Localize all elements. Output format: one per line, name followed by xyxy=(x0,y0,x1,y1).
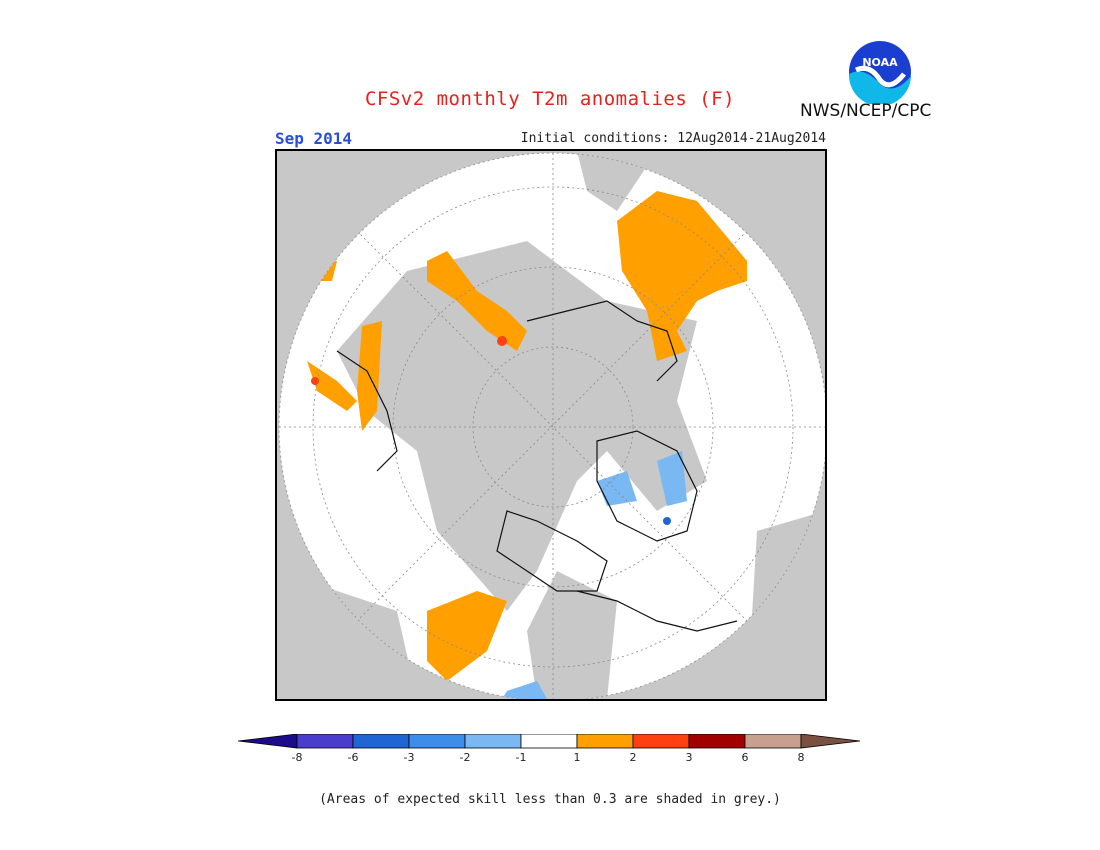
legend-box xyxy=(576,733,634,749)
legend-box xyxy=(464,733,522,749)
legend-tick-label: -3 xyxy=(403,751,415,764)
coast-scandinavia xyxy=(336,350,398,472)
grey-area-arctic xyxy=(337,241,707,611)
legend-tick-label: -2 xyxy=(459,751,471,764)
coast-canada xyxy=(496,510,608,592)
logo-text: NOAA xyxy=(862,56,898,69)
coast-alaska xyxy=(576,590,738,632)
legend-box xyxy=(296,733,354,749)
hot-spot-2 xyxy=(311,377,319,385)
legend-tick-label: -1 xyxy=(515,751,527,764)
legend-tick-label: 6 xyxy=(741,751,749,764)
legend-tick-label: -8 xyxy=(291,751,303,764)
legend-arrow-right xyxy=(800,733,861,749)
grey-area-east xyxy=(747,511,825,699)
warm-area-asia xyxy=(617,191,747,361)
legend-tick-label: 3 xyxy=(685,751,693,764)
coast-siberia xyxy=(526,300,678,382)
polar-map xyxy=(275,149,827,701)
agency-label: NWS/NCEP/CPC xyxy=(800,101,932,121)
initial-conditions: Initial conditions: 12Aug2014-21Aug2014 xyxy=(520,131,826,146)
cool-area-greenland xyxy=(597,471,637,506)
map-title: CFSv2 monthly T2m anomalies (F) xyxy=(364,88,736,110)
hot-spot-1 xyxy=(497,336,507,346)
coast-greenland xyxy=(596,430,698,542)
color-legend xyxy=(237,733,862,774)
legend-tick-label: 2 xyxy=(629,751,637,764)
warm-area-europe xyxy=(427,251,527,351)
legend-box xyxy=(408,733,466,749)
warm-area-canada xyxy=(427,591,507,681)
legend-box xyxy=(632,733,690,749)
cool-area-pacific xyxy=(502,681,547,699)
legend-box xyxy=(744,733,802,749)
legend-box xyxy=(688,733,746,749)
legend-box xyxy=(352,733,410,749)
legend-box xyxy=(520,733,578,749)
legend-tick-label: -6 xyxy=(347,751,359,764)
legend-tick-label: 1 xyxy=(573,751,581,764)
forecast-month: Sep 2014 xyxy=(275,129,353,148)
warm-area-north-sea xyxy=(307,361,357,411)
legend-tick-label: 8 xyxy=(797,751,805,764)
legend-arrow-left xyxy=(237,733,298,749)
noaa-logo: NOAA xyxy=(848,40,912,107)
cool-area-greenland-2 xyxy=(657,451,687,506)
skill-footnote: (Areas of expected skill less than 0.3 a… xyxy=(319,792,781,807)
cool-spot xyxy=(663,517,671,525)
